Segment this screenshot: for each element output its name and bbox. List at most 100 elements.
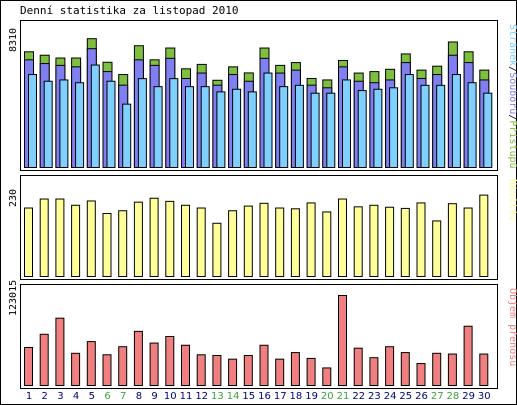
bar-pages-day-17 [279, 86, 289, 168]
bar-kbytes-day-16 [259, 344, 269, 387]
bar-kbytes-day-9 [149, 342, 159, 387]
bar-pages-day-12 [200, 86, 210, 168]
day-label-9: 9 [151, 391, 157, 402]
day-label-2: 2 [42, 391, 48, 402]
bar-kbytes-day-1 [24, 346, 33, 387]
bar-visits-day-21 [338, 198, 347, 278]
bar-pages-day-23 [373, 88, 383, 168]
chart-title: Denní statistika za listopad 2010 [20, 4, 239, 17]
bar-kbytes-day-20 [322, 367, 332, 386]
bar-kbytes-day-6 [102, 354, 112, 386]
day-label-21: 21 [337, 391, 350, 402]
day-label-14: 14 [227, 391, 240, 402]
bar-pages-day-8 [137, 78, 147, 168]
legend-visits: Návštěv [507, 179, 517, 221]
bar-pages-day-11 [185, 86, 194, 168]
bar-kbytes-day-27 [432, 352, 442, 387]
bar-pages-day-13 [216, 91, 226, 168]
bar-kbytes-day-13 [212, 355, 222, 387]
bar-visits-day-27 [432, 220, 442, 277]
ymax-label-visits: 230 [8, 189, 19, 207]
bar-pages-day-5 [90, 64, 100, 168]
bar-visits-day-10 [165, 200, 175, 277]
bar-kbytes-day-2 [39, 333, 49, 387]
bar-visits-day-2 [39, 198, 49, 278]
day-label-29: 29 [462, 391, 475, 402]
bar-visits-day-6 [102, 213, 112, 277]
bar-pages-day-28 [451, 74, 461, 168]
bar-visits-day-23 [369, 204, 379, 277]
bar-visits-day-13 [212, 222, 222, 277]
bar-pages-day-3 [59, 79, 69, 168]
bar-pages-day-24 [389, 87, 399, 168]
bar-pages-day-15 [247, 91, 257, 168]
day-label-25: 25 [399, 391, 412, 402]
day-label-17: 17 [274, 391, 287, 402]
day-label-11: 11 [180, 391, 193, 402]
legend-kbytes: Objem přenosu [507, 288, 517, 366]
bar-pages-day-10 [169, 78, 179, 168]
bar-kbytes-day-7 [118, 346, 128, 387]
day-label-16: 16 [258, 391, 271, 402]
bar-kbytes-day-19 [306, 357, 316, 387]
bar-pages-day-19 [310, 92, 320, 168]
bar-kbytes-day-30 [479, 353, 489, 387]
day-label-7: 7 [120, 391, 126, 402]
bar-kbytes-day-26 [416, 363, 426, 386]
bar-visits-day-5 [86, 200, 96, 277]
bar-kbytes-day-14 [228, 358, 238, 386]
bar-pages-day-6 [106, 80, 116, 168]
bar-kbytes-day-28 [447, 353, 457, 387]
bar-visits-day-4 [71, 204, 81, 277]
bar-kbytes-day-29 [463, 325, 473, 386]
bar-kbytes-day-4 [71, 352, 81, 387]
day-label-20: 20 [321, 391, 334, 402]
bar-pages-day-14 [232, 88, 242, 168]
bar-visits-day-28 [447, 203, 457, 277]
day-label-30: 30 [478, 391, 491, 402]
legend-item-kbytes-0: Objem přenosu [507, 288, 517, 366]
bar-visits-day-30 [479, 194, 489, 277]
bar-kbytes-day-15 [243, 355, 253, 387]
day-label-23: 23 [368, 391, 381, 402]
bar-visits-day-3 [55, 198, 65, 278]
bar-pages-day-27 [436, 84, 446, 168]
bar-visits-day-14 [228, 210, 238, 277]
day-label-15: 15 [242, 391, 255, 402]
bar-pages-day-7 [122, 103, 132, 168]
bar-visits-day-12 [196, 207, 206, 278]
day-labels: 1 2 3 4 5 6 7 8 9 10 11 12 13 14 15 16 17 18 19 20 21 22 23 24 2… [26, 391, 491, 402]
bar-visits-day-24 [385, 206, 395, 278]
bar-pages-day-26 [420, 84, 430, 168]
bar-kbytes-day-23 [369, 357, 379, 387]
bar-pages-day-29 [467, 82, 477, 168]
legend-item-requests-1: / [507, 66, 517, 72]
bar-kbytes-day-12 [196, 354, 206, 386]
bar-pages-day-4 [75, 82, 85, 168]
legend-item-requests-4: Přístupů [507, 120, 517, 168]
bar-visits-day-22 [353, 206, 363, 277]
panel-kbytes: 123015 Objem přenosu [8, 280, 517, 389]
day-label-18: 18 [290, 391, 303, 402]
bar-visits-day-25 [400, 207, 410, 277]
bar-kbytes-day-18 [290, 352, 300, 386]
ymax-label-kbytes: 123015 [8, 280, 19, 316]
bar-visits-day-1 [24, 207, 33, 278]
legend-item-requests-0: Stránek [507, 24, 517, 66]
day-label-1: 1 [26, 391, 32, 402]
bar-pages-day-18 [294, 84, 304, 168]
bar-visits-day-20 [322, 211, 332, 277]
legend-requests: Stránek/Souborů/Přístupů [507, 24, 517, 169]
day-label-8: 8 [136, 391, 142, 402]
bar-kbytes-day-5 [86, 341, 96, 386]
legend-item-requests-2: Souborů [507, 72, 517, 114]
day-label-28: 28 [447, 391, 460, 402]
bar-pages-day-16 [263, 72, 273, 168]
bar-kbytes-day-21 [338, 295, 347, 386]
day-label-3: 3 [57, 391, 63, 402]
day-label-4: 4 [73, 391, 79, 402]
bar-kbytes-day-10 [165, 335, 175, 387]
